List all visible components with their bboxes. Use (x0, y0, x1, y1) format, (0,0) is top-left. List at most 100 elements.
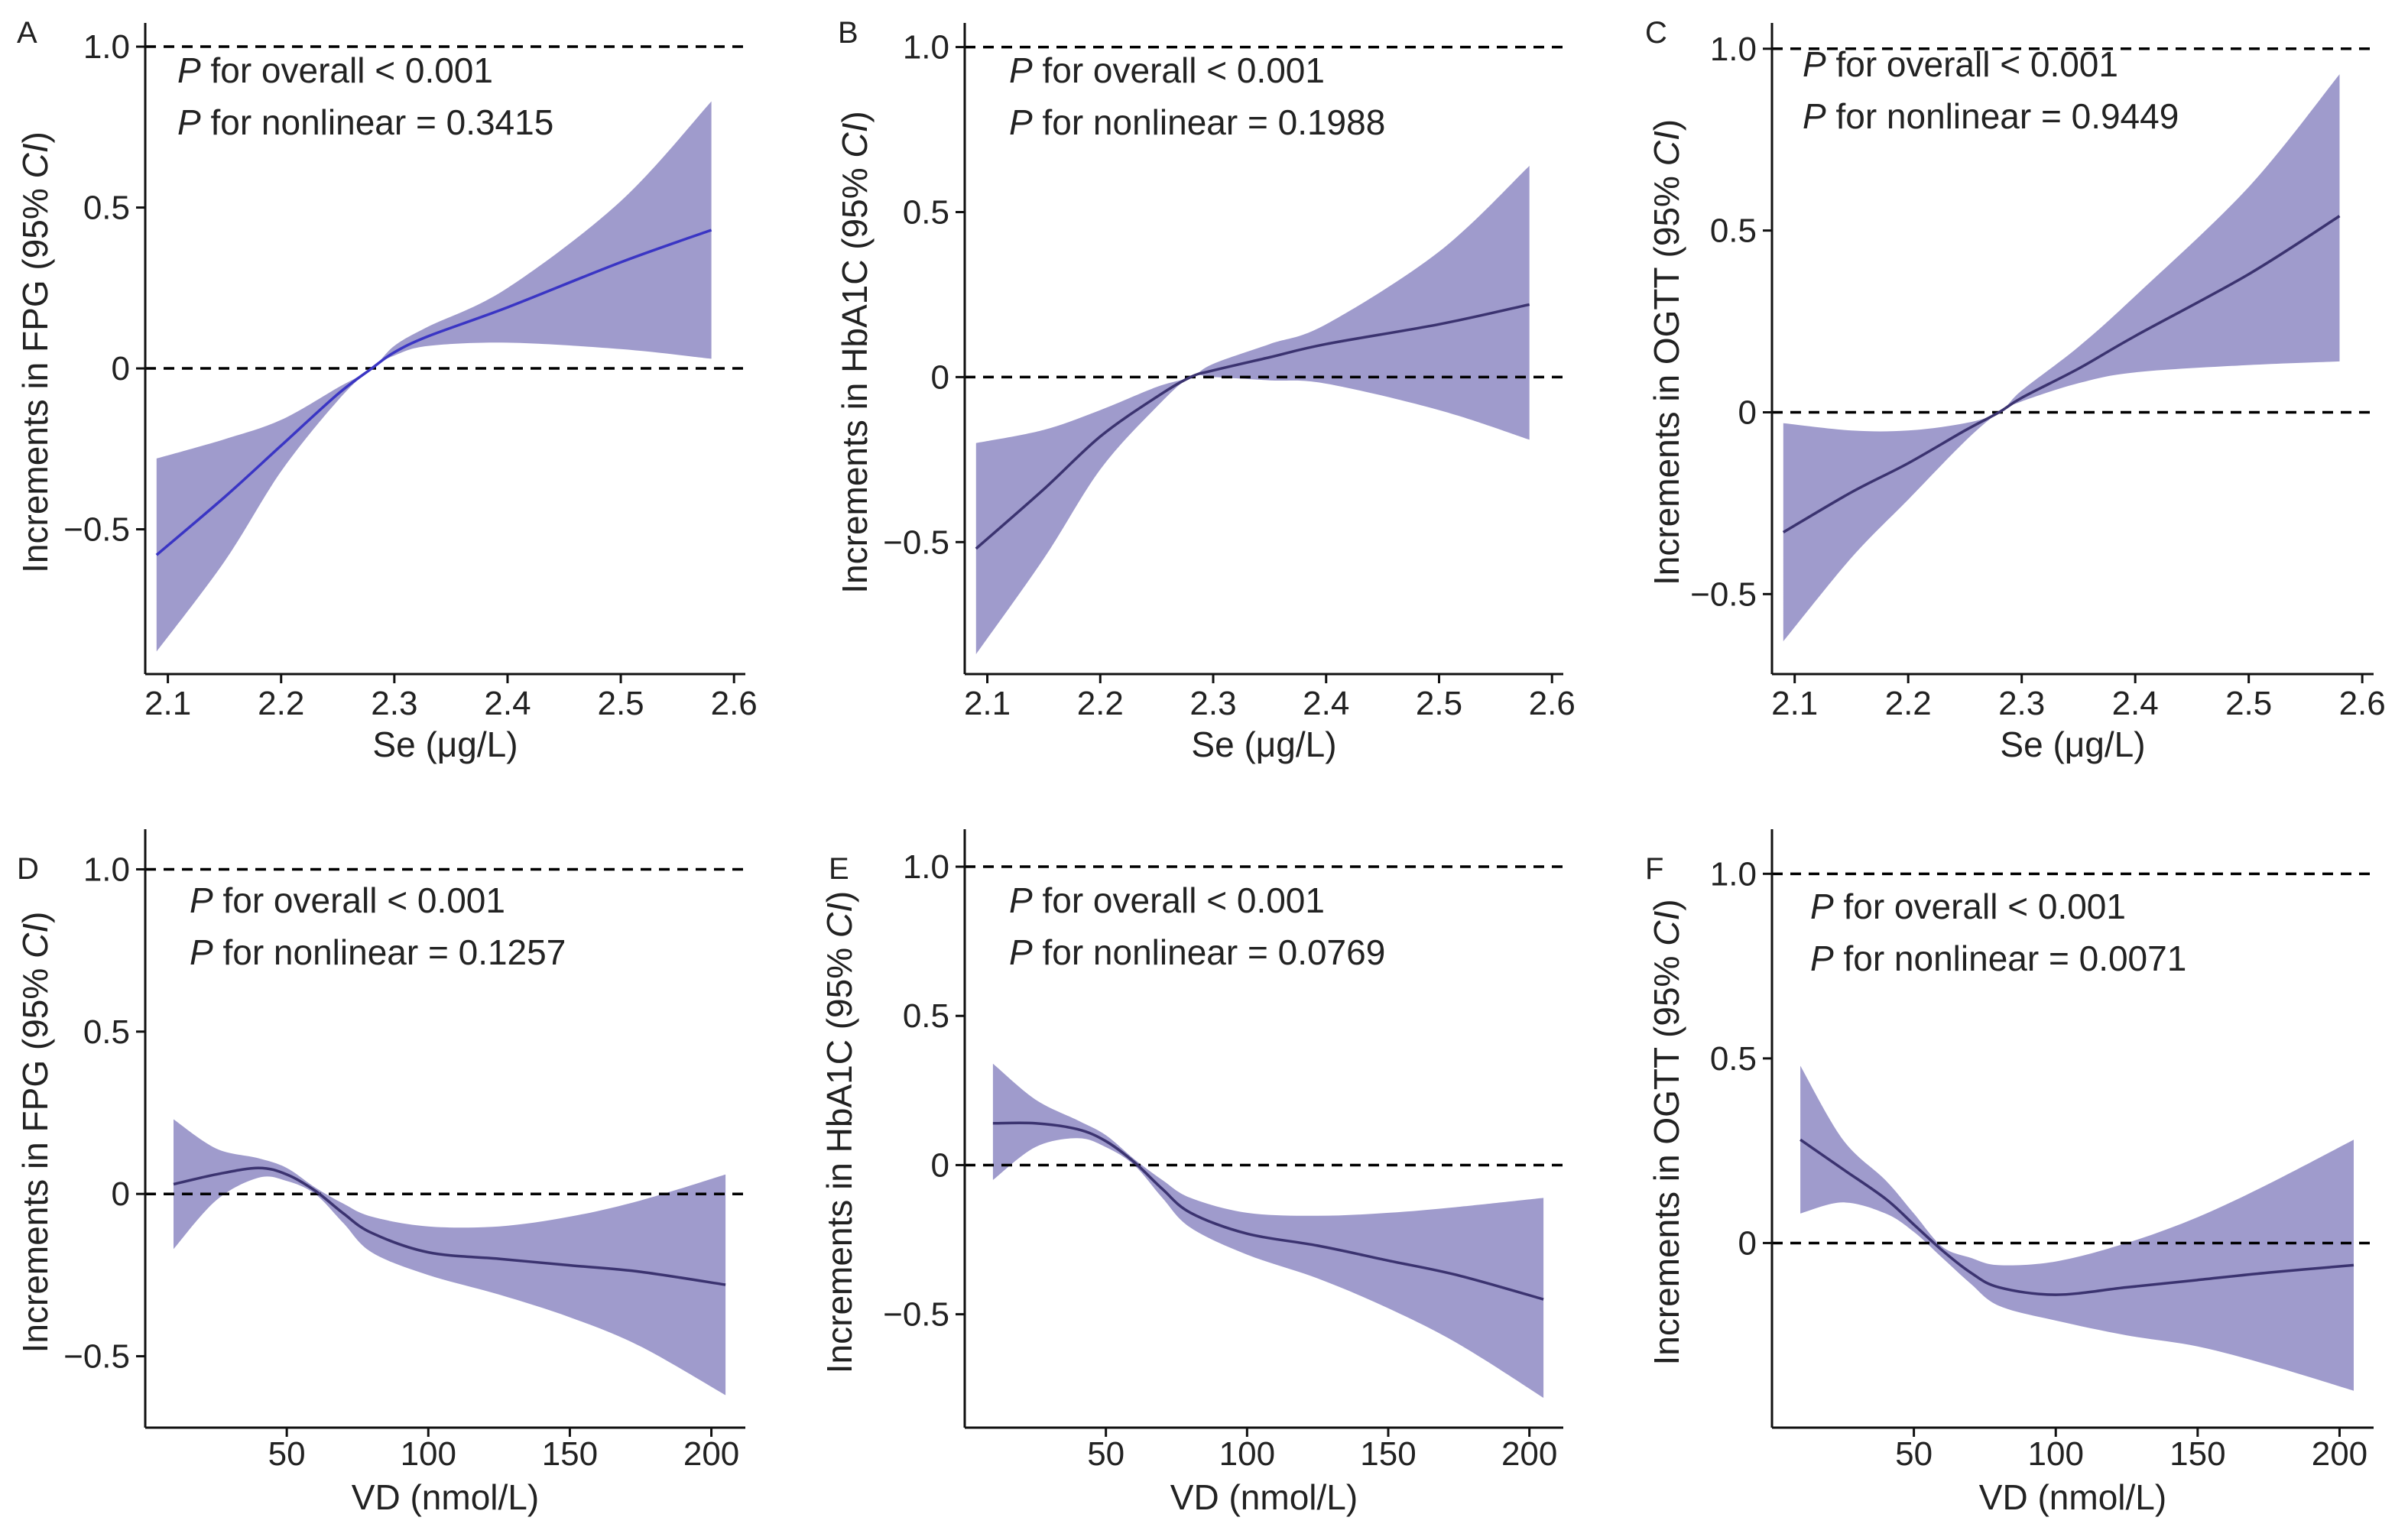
panel-a: −0.5 0 0.5 1.0 2.1 2.2 2.3 2.4 2.5 2.6 Se (μg/L) In… (15, 16, 758, 764)
y-axis-title: Increments in FPG (95% CI) (15, 131, 55, 573)
confidence-band (975, 166, 1530, 655)
x-tick-label: 2.1 (144, 685, 191, 722)
p-nonlinear-annotation: P for nonlinear = 0.3415 (177, 102, 553, 142)
y-axis-title: Increments in OGTT (95% CI) (1647, 899, 1686, 1365)
y-axis-title: Increments in HbA1C (95% CI) (819, 891, 859, 1373)
x-tick-label: 2.6 (2339, 685, 2386, 722)
panel-letter: C (1645, 16, 1667, 50)
confidence-band (1783, 74, 2340, 642)
y-tick-label: 1.0 (1710, 855, 1757, 893)
p-overall-annotation: P for overall < 0.001 (1009, 50, 1325, 90)
panel-d: −0.5 0 0.5 1.0 50 100 150 200 VD (nmol/L) Increme… (15, 829, 745, 1517)
x-tick-label: 100 (401, 1435, 456, 1473)
y-tick-label: 1.0 (903, 848, 949, 886)
x-tick-label: 2.6 (711, 685, 758, 722)
p-overall-annotation: P for overall < 0.001 (1009, 880, 1325, 920)
y-tick-label: 0.5 (1710, 212, 1757, 250)
x-tick-label: 2.3 (1998, 685, 2045, 722)
x-tick-label: 2.1 (964, 685, 1011, 722)
p-nonlinear-annotation: P for nonlinear = 0.9449 (1803, 96, 2179, 136)
panel-letter: A (17, 16, 37, 50)
y-axis-title: Increments in OGTT (95% CI) (1647, 119, 1686, 585)
confidence-band (174, 1119, 726, 1396)
x-tick-label: 2.4 (2112, 685, 2159, 722)
x-axis-title: VD (nmol/L) (1979, 1477, 2166, 1517)
y-tick-label: 0 (1738, 1224, 1757, 1262)
p-overall-annotation: P for overall < 0.001 (177, 50, 493, 90)
x-axis-title: VD (nmol/L) (1170, 1477, 1358, 1517)
panel-letter: E (829, 852, 849, 886)
confidence-band (1800, 1065, 2354, 1391)
panel-letter: D (17, 852, 39, 886)
x-tick-label: 2.5 (1416, 685, 1462, 722)
p-nonlinear-annotation: P for nonlinear = 0.0071 (1810, 939, 2186, 978)
x-tick-label: 2.1 (1771, 685, 1818, 722)
y-tick-label: −0.5 (883, 524, 949, 561)
y-tick-label: 0.5 (83, 190, 130, 227)
y-tick-label: 0.5 (1710, 1040, 1757, 1078)
estimate-line (1782, 215, 2341, 534)
x-tick-label: 50 (268, 1435, 306, 1473)
y-tick-label: 0 (931, 358, 949, 396)
estimate-line (975, 303, 1530, 550)
y-tick-label: 0 (931, 1146, 949, 1184)
x-tick-label: 200 (1501, 1435, 1557, 1473)
x-tick-label: 2.3 (1189, 685, 1236, 722)
y-tick-label: −0.5 (883, 1296, 949, 1334)
y-tick-label: 0.5 (83, 1013, 130, 1051)
x-tick-label: 150 (2169, 1435, 2225, 1473)
y-axis-title: Increments in HbA1C (95% CI) (835, 111, 875, 593)
y-tick-label: 1.0 (1710, 31, 1757, 68)
x-tick-label: 2.2 (1885, 685, 1932, 722)
estimate-line (155, 229, 712, 556)
x-tick-label: 100 (2028, 1435, 2084, 1473)
y-tick-label: −0.5 (1690, 575, 1757, 613)
panel-b: −0.5 0 0.5 1.0 2.1 2.2 2.3 2.4 2.5 2.6 Se (μg/L) In… (835, 16, 1576, 764)
x-tick-label: 150 (1360, 1435, 1416, 1473)
y-tick-label: 0 (1738, 394, 1757, 431)
y-tick-label: −0.5 (63, 1338, 130, 1376)
x-tick-label: 2.2 (1077, 685, 1124, 722)
x-axis-title: Se (μg/L) (2000, 725, 2145, 764)
y-tick-label: 0 (112, 1175, 130, 1213)
x-tick-label: 2.6 (1529, 685, 1576, 722)
panel-e: −0.5 0 0.5 1.0 50 100 150 200 VD (nmol/L) Increme… (819, 829, 1563, 1517)
x-tick-label: 200 (683, 1435, 739, 1473)
p-nonlinear-annotation: P for nonlinear = 0.0769 (1009, 932, 1385, 972)
x-axis-title: VD (nmol/L) (352, 1477, 539, 1517)
y-tick-label: 0.5 (903, 193, 949, 231)
x-tick-label: 50 (1895, 1435, 1933, 1473)
x-tick-label: 2.3 (371, 685, 417, 722)
y-tick-label: 0.5 (903, 997, 949, 1035)
confidence-band (992, 1063, 1544, 1398)
panel-c: −0.5 0 0.5 1.0 2.1 2.2 2.3 2.4 2.5 2.6 Se (μg/L) In… (1645, 16, 2386, 764)
estimate-line (173, 1166, 726, 1286)
confidence-band (156, 101, 712, 652)
panel-letter: F (1645, 852, 1663, 886)
y-tick-label: 1.0 (83, 28, 130, 66)
x-tick-label: 100 (1219, 1435, 1275, 1473)
x-tick-label: 50 (1087, 1435, 1124, 1473)
x-tick-label: 2.2 (258, 685, 304, 722)
x-tick-label: 200 (2312, 1435, 2367, 1473)
estimate-line (1800, 1138, 2354, 1296)
panel-f: 0 0.5 1.0 50 100 150 200 VD (nmol/L) Increments … (1645, 829, 2374, 1517)
y-axis-title: Increments in FPG (95% CI) (15, 912, 55, 1354)
p-overall-annotation: P for overall < 0.001 (1803, 44, 2118, 84)
estimate-line (992, 1121, 1544, 1301)
panel-letter: B (838, 16, 858, 50)
p-nonlinear-annotation: P for nonlinear = 0.1257 (190, 932, 566, 972)
y-tick-label: 1.0 (903, 29, 949, 66)
x-tick-label: 2.4 (484, 685, 531, 722)
x-axis-title: Se (μg/L) (372, 725, 518, 764)
x-tick-label: 150 (542, 1435, 598, 1473)
x-tick-label: 2.4 (1303, 685, 1349, 722)
y-tick-label: −0.5 (63, 511, 130, 549)
x-axis-title: Se (μg/L) (1191, 725, 1336, 764)
y-tick-label: 0 (112, 350, 130, 387)
y-tick-label: 1.0 (83, 851, 130, 888)
p-overall-annotation: P for overall < 0.001 (190, 880, 505, 920)
x-tick-label: 2.5 (2225, 685, 2272, 722)
x-tick-label: 2.5 (597, 685, 644, 722)
